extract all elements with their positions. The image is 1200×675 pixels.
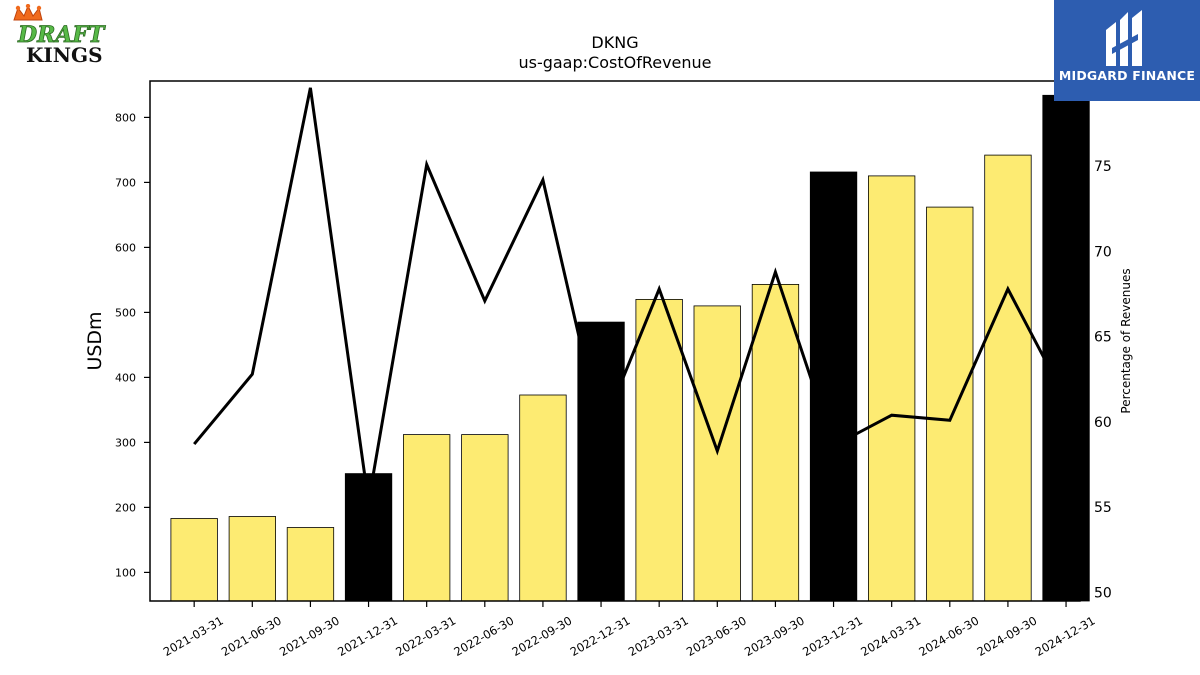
bar-2024-06-30 [926, 206, 974, 602]
y-tick-label: 100 [115, 566, 136, 579]
bar-2023-09-30 [751, 283, 800, 602]
y-tick-label: 800 [115, 111, 136, 124]
midgard-finance-text: MIDGARD FINANCE [1058, 68, 1196, 83]
x-tick-label: 2022-06-30 [451, 613, 516, 659]
x-tick-label: 2023-09-30 [742, 613, 807, 659]
x-tick-label: 2021-06-30 [219, 613, 284, 659]
y2-tick-label: 50 [1094, 585, 1112, 601]
bar-2022-09-30 [519, 394, 567, 602]
bar-2024-12-31 [1042, 94, 1090, 602]
chart-title: DKNG [591, 33, 638, 52]
x-tick-label: 2024-06-30 [916, 613, 981, 659]
x-tick-label: 2024-12-31 [1033, 613, 1098, 659]
y-tick-label: 500 [115, 306, 136, 319]
bar-2023-03-31 [635, 298, 683, 602]
y2-tick-label: 70 [1094, 244, 1112, 260]
x-tick-label: 2023-06-30 [684, 613, 749, 659]
bar-2021-03-31 [170, 518, 218, 602]
y-tick-label: 400 [115, 371, 136, 384]
x-tick-label: 2022-12-31 [568, 613, 633, 659]
x-tick-label: 2021-09-30 [277, 613, 342, 659]
x-tick-label: 2023-03-31 [626, 613, 691, 659]
x-tick-label: 2024-09-30 [975, 613, 1040, 659]
bar-2021-06-30 [228, 516, 277, 602]
y2-axis-label: Percentage of Revenues [1119, 268, 1133, 413]
x-tick-label: 2021-03-31 [161, 613, 226, 659]
y-tick-label: 300 [115, 436, 136, 449]
bar-2024-09-30 [984, 154, 1032, 602]
y-tick-label: 200 [115, 501, 136, 514]
bar-2022-06-30 [461, 434, 509, 602]
y-axis-label: USDm [84, 311, 106, 370]
svg-text:DRAFT: DRAFT [17, 22, 106, 48]
y-tick-label: 700 [115, 176, 136, 189]
y2-tick-label: 55 [1094, 500, 1112, 516]
y2-tick-label: 60 [1094, 415, 1112, 431]
svg-text:KINGS: KINGS [26, 43, 103, 66]
plot-frame [149, 80, 1081, 602]
x-tick-label: 2024-03-31 [858, 613, 923, 659]
x-tick-label: 2022-09-30 [510, 613, 575, 659]
bar-2024-03-31 [868, 175, 916, 602]
x-tick-label: 2022-03-31 [393, 613, 458, 659]
bar-2021-09-30 [286, 527, 335, 602]
draftkings-logo-graphic: DRAFT KINGS [13, 3, 106, 67]
bar-2022-03-31 [402, 434, 451, 602]
chart-subtitle: us-gaap:CostOfRevenue [518, 53, 711, 72]
midgard-mark-icon [1106, 10, 1142, 66]
x-tick-label: 2021-12-31 [335, 613, 400, 659]
midgard-finance-logo: MIDGARD FINANCE [1054, 0, 1200, 101]
y2-tick-label: 65 [1094, 330, 1112, 346]
bar-2023-12-31 [809, 171, 858, 602]
percentage-line [193, 87, 1068, 503]
x-tick-label: 2023-12-31 [800, 613, 865, 659]
y-tick-label: 600 [115, 241, 136, 254]
draftkings-logo: DRAFT KINGS [6, 3, 122, 67]
y2-tick-label: 75 [1094, 159, 1112, 175]
